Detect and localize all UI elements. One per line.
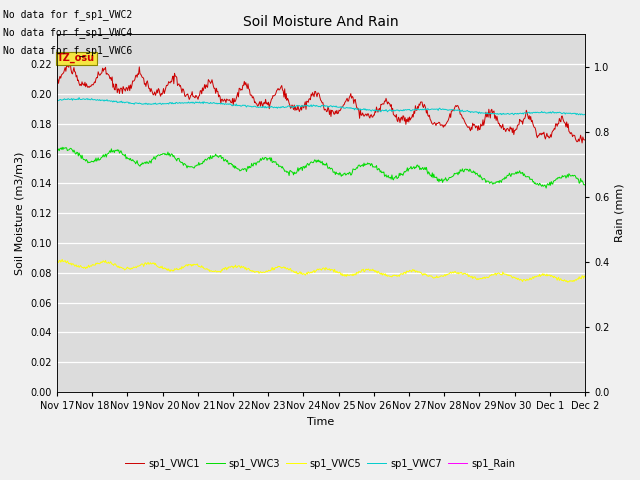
sp1_VWC3 bbox=[172, 156, 179, 161]
sp1_VWC7 bbox=[172, 101, 179, 107]
sp1_VWC3 bbox=[63, 148, 71, 154]
sp1_VWC7 bbox=[53, 96, 61, 102]
Text: No data for f_sp1_VWC2: No data for f_sp1_VWC2 bbox=[3, 9, 132, 20]
Line: sp1_VWC3: sp1_VWC3 bbox=[57, 147, 585, 188]
Line: sp1_VWC5: sp1_VWC5 bbox=[57, 259, 585, 282]
sp1_Rain bbox=[385, 389, 393, 395]
sp1_VWC7 bbox=[63, 96, 70, 102]
sp1_VWC5 bbox=[581, 274, 589, 279]
sp1_VWC3 bbox=[199, 158, 207, 164]
sp1_VWC5 bbox=[199, 264, 207, 270]
sp1_VWC5 bbox=[53, 258, 61, 264]
sp1_VWC5 bbox=[63, 258, 71, 264]
sp1_Rain bbox=[63, 389, 70, 395]
sp1_Rain bbox=[53, 389, 61, 395]
Line: sp1_VWC1: sp1_VWC1 bbox=[57, 62, 585, 143]
X-axis label: Time: Time bbox=[307, 417, 335, 427]
sp1_VWC5 bbox=[401, 269, 409, 275]
sp1_VWC7 bbox=[581, 111, 589, 117]
sp1_VWC7 bbox=[76, 95, 83, 100]
Line: sp1_VWC7: sp1_VWC7 bbox=[57, 97, 585, 115]
sp1_VWC7 bbox=[579, 112, 587, 118]
sp1_VWC5 bbox=[118, 264, 125, 270]
sp1_VWC1 bbox=[53, 76, 61, 82]
sp1_VWC5 bbox=[386, 274, 394, 279]
sp1_Rain bbox=[581, 389, 589, 395]
sp1_VWC3 bbox=[118, 150, 125, 156]
sp1_VWC3 bbox=[542, 185, 550, 191]
sp1_VWC3 bbox=[53, 149, 61, 155]
sp1_VWC3 bbox=[581, 181, 589, 187]
sp1_VWC7 bbox=[386, 107, 394, 113]
sp1_Rain bbox=[401, 389, 408, 395]
sp1_VWC1 bbox=[199, 88, 207, 94]
sp1_VWC3 bbox=[58, 144, 66, 150]
sp1_VWC5 bbox=[58, 256, 66, 262]
sp1_VWC1 bbox=[118, 85, 125, 91]
sp1_VWC1 bbox=[386, 101, 394, 107]
sp1_VWC1 bbox=[172, 73, 179, 79]
Title: Soil Moisture And Rain: Soil Moisture And Rain bbox=[243, 15, 399, 29]
Y-axis label: Soil Moisture (m3/m3): Soil Moisture (m3/m3) bbox=[15, 152, 25, 275]
sp1_VWC1 bbox=[67, 60, 74, 65]
Text: No data for f_sp1_VWC4: No data for f_sp1_VWC4 bbox=[3, 27, 132, 38]
Legend: sp1_VWC1, sp1_VWC3, sp1_VWC5, sp1_VWC7, sp1_Rain: sp1_VWC1, sp1_VWC3, sp1_VWC5, sp1_VWC7, … bbox=[121, 454, 519, 473]
sp1_Rain bbox=[198, 389, 206, 395]
sp1_VWC3 bbox=[386, 175, 394, 180]
sp1_Rain bbox=[117, 389, 125, 395]
sp1_VWC3 bbox=[401, 169, 409, 175]
sp1_VWC1 bbox=[581, 137, 589, 143]
sp1_VWC1 bbox=[63, 63, 70, 69]
sp1_VWC1 bbox=[579, 140, 586, 146]
sp1_VWC7 bbox=[199, 101, 207, 107]
sp1_VWC1 bbox=[401, 115, 409, 120]
sp1_VWC5 bbox=[564, 279, 572, 285]
sp1_VWC5 bbox=[172, 266, 179, 272]
sp1_VWC7 bbox=[401, 107, 409, 113]
Text: No data for f_sp1_VWC6: No data for f_sp1_VWC6 bbox=[3, 45, 132, 56]
sp1_Rain bbox=[171, 389, 179, 395]
sp1_VWC7 bbox=[118, 98, 125, 104]
Text: TZ_osu: TZ_osu bbox=[57, 53, 95, 63]
Y-axis label: Rain (mm): Rain (mm) bbox=[615, 184, 625, 242]
